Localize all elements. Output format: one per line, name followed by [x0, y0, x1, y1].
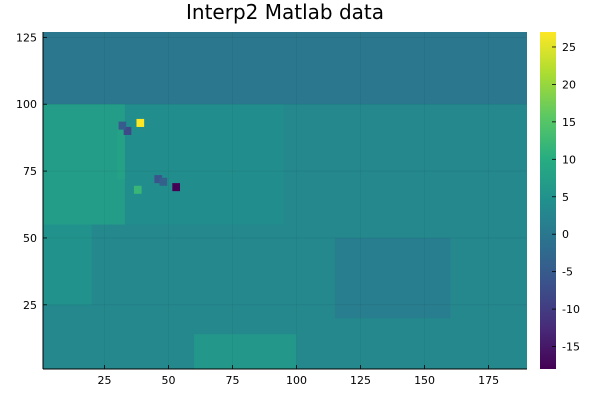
colorbar-tick-label: -15 [562, 341, 580, 354]
heatmap-spot [159, 177, 168, 186]
axes-frame [42, 32, 527, 370]
colorbar-ticks: -15 -10 -5 0 5 10 15 20 25 [552, 41, 580, 354]
x-tick-label: 150 [414, 374, 435, 387]
colorbar-tick-label: 20 [562, 78, 576, 91]
heatmap-region [283, 104, 527, 212]
colorbar-tick-label: 25 [562, 41, 576, 54]
colorbar-tick-label: 15 [562, 116, 576, 129]
y-tick-label: 25 [23, 299, 37, 312]
grid-lines [43, 32, 527, 369]
x-tick-label: 50 [161, 374, 175, 387]
heatmap-region [43, 32, 527, 105]
heatmap-region [334, 237, 451, 319]
heatmap-region [43, 224, 92, 305]
y-tick-label: 100 [16, 98, 37, 111]
y-tick-label: 75 [23, 165, 37, 178]
heatmap-spot [133, 185, 142, 194]
heatmap-spot [136, 118, 145, 127]
colorbar-tick-label: -10 [562, 303, 580, 316]
x-axis-ticks: 25 50 75 100 125 150 175 [97, 365, 499, 387]
x-tick-label: 100 [286, 374, 307, 387]
heatmap-layer [43, 32, 527, 369]
heatmap-spot [172, 183, 181, 192]
heatmap-region [124, 104, 284, 225]
heatmap-region [194, 334, 297, 369]
x-tick-label: 175 [478, 374, 499, 387]
x-tick-label: 75 [226, 374, 240, 387]
heatmap-region [43, 104, 125, 225]
heatmap-spot [154, 175, 163, 184]
colorbar-tick-label: 0 [562, 228, 569, 241]
colorbar-tick-label: 10 [562, 153, 576, 166]
colorbar-bar [540, 32, 556, 369]
y-tick-label: 125 [16, 31, 37, 44]
colorbar-tick-label: -5 [562, 266, 573, 279]
y-axis-ticks: 25 50 75 100 125 [16, 31, 47, 312]
y-tick-label: 50 [23, 232, 37, 245]
chart-title: Interp2 Matlab data [186, 0, 384, 24]
heatmap-spot [118, 121, 127, 130]
x-tick-label: 25 [97, 374, 111, 387]
heatmap-spot [123, 126, 132, 135]
x-tick-label: 125 [350, 374, 371, 387]
colorbar [540, 32, 556, 369]
colorbar-tick-label: 5 [562, 191, 569, 204]
